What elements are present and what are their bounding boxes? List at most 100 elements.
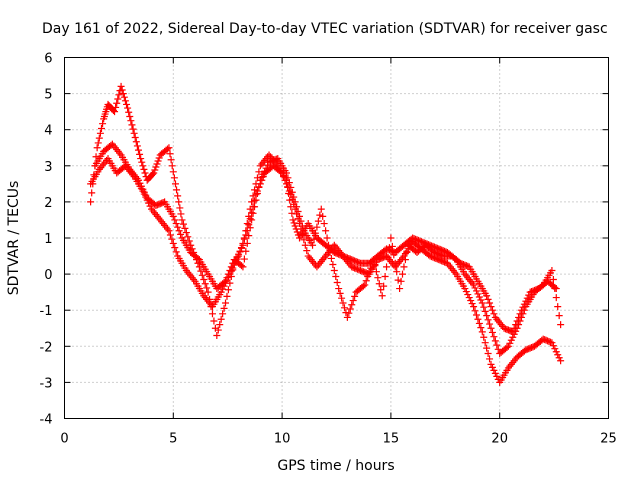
data-point [461,285,469,293]
data-point [140,188,148,196]
data-point [139,162,147,170]
data-point [178,216,186,224]
data-point [480,303,488,311]
data-point [343,313,351,321]
data-point [359,282,367,290]
y-tick-label: 1 [44,232,52,247]
data-point [491,369,499,377]
data-point [470,303,478,311]
data-point [367,264,375,272]
x-tick-labels: 0 5 10 15 20 25 [60,432,616,447]
y-axis-label: SDTVAR / TECUs [6,181,22,296]
data-point [339,299,347,307]
data-point [126,112,134,120]
series-track-b [87,155,565,386]
data-point [361,281,369,289]
data-point [551,345,559,353]
x-tick-label: 15 [383,432,400,447]
data-point [130,129,138,137]
data-point [166,150,174,158]
data-point [141,169,149,177]
data-point [171,180,179,188]
data-point [181,224,189,232]
data-point [349,297,357,305]
data-point [236,248,244,256]
data-point [93,144,101,152]
data-point [237,262,245,270]
data-point [97,124,105,132]
data-point [167,156,175,164]
data-point [117,82,125,90]
y-tick-label: 0 [44,268,52,283]
data-point [364,273,372,281]
data-point [222,299,230,307]
data-point [396,285,404,293]
data-point [290,219,298,227]
data-point [217,288,225,296]
data-point [351,292,359,300]
data-point [125,108,133,116]
data-point [237,244,245,252]
data-point [503,344,511,352]
data-point [87,198,95,206]
data-point [127,117,135,125]
data-point [177,230,185,238]
data-point [239,263,247,271]
data-point [325,241,333,249]
data-point [249,209,257,217]
data-point [311,229,319,237]
data-point [552,294,560,302]
data-point [243,220,251,228]
data-point [175,227,183,235]
data-point [462,288,470,296]
data-point [291,198,299,206]
data-point [243,239,251,247]
x-tick-label: 5 [169,432,177,447]
data-point [235,252,243,260]
data-point [475,293,483,301]
data-point [185,237,193,245]
data-point [172,220,180,228]
data-point [154,157,162,165]
data-point [226,266,234,274]
data-point [371,262,379,270]
data-point [165,144,173,152]
data-point [471,284,479,292]
data-point [345,309,353,317]
data-point [296,212,304,220]
y-tick-labels: -4 -3 -2 -1 0 1 2 3 4 5 6 [40,52,53,428]
data-point [137,182,145,190]
data-point [259,170,267,178]
data-point [375,280,383,288]
data-point [340,304,348,312]
data-point [490,310,498,318]
data-point [277,168,285,176]
data-point [348,301,356,309]
data-point [471,307,479,315]
data-point [323,234,331,242]
y-tick-label: 2 [44,196,52,211]
data-point [555,354,563,362]
data-point [484,350,492,358]
data-point [132,138,140,146]
data-point [99,120,107,128]
data-point [140,165,148,173]
data-point [204,288,212,296]
data-point [557,321,565,329]
data-point [509,328,517,336]
data-point [478,299,486,307]
data-point [319,212,327,220]
x-tick-label: 20 [491,432,508,447]
data-point [113,99,121,107]
data-point [222,277,230,285]
data-point [174,192,182,200]
x-tick-label: 10 [274,432,291,447]
data-point [504,342,512,350]
data-point [468,300,476,308]
y-tick-label: -2 [40,340,53,355]
data-point [291,222,299,230]
data-point [336,289,344,297]
data-point [177,210,185,218]
data-point [224,270,232,278]
data-point [169,239,177,247]
